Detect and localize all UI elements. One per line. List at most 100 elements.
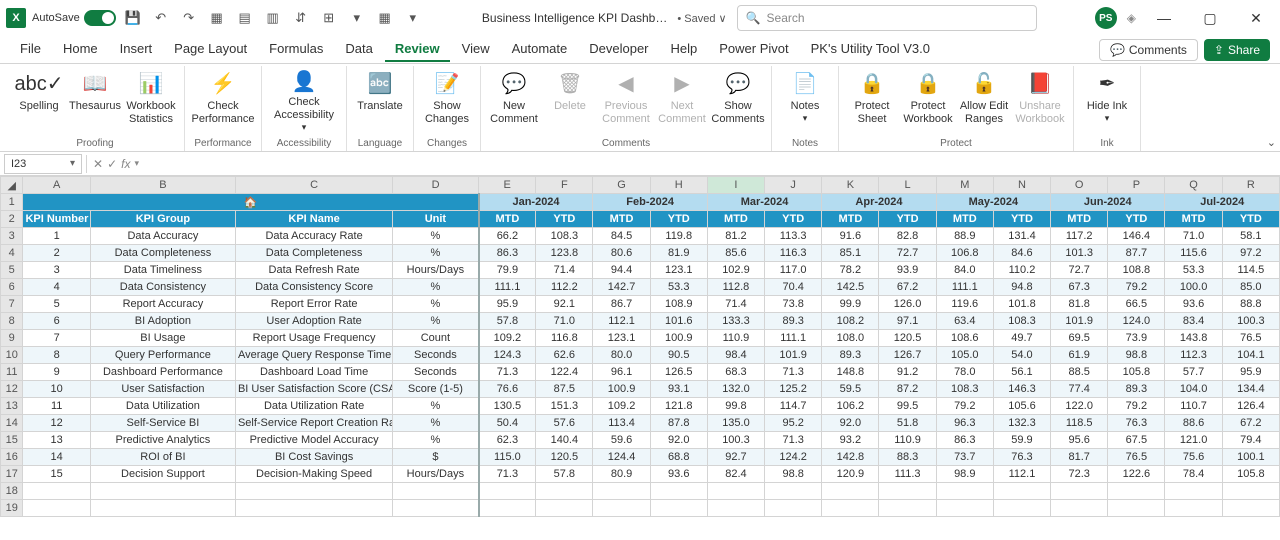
empty-cell[interactable]: [765, 500, 822, 517]
col-header-F[interactable]: F: [536, 177, 593, 194]
worksheet-grid[interactable]: ◢ABCDEFGHIJKLMNOPQR1🏠Jan-2024Feb-2024Mar…: [0, 176, 1280, 540]
data-cell[interactable]: 59.6: [593, 432, 650, 449]
data-cell[interactable]: 132.3: [993, 415, 1050, 432]
kpi-unit-cell[interactable]: Score (1-5): [393, 381, 479, 398]
row-header-5[interactable]: 5: [1, 262, 23, 279]
col-header-L[interactable]: L: [879, 177, 936, 194]
empty-cell[interactable]: [879, 483, 936, 500]
data-cell[interactable]: 53.3: [650, 279, 707, 296]
data-cell[interactable]: 101.9: [765, 347, 822, 364]
row-header-3[interactable]: 3: [1, 228, 23, 245]
data-cell[interactable]: 97.1: [879, 313, 936, 330]
data-cell[interactable]: 134.4: [1222, 381, 1279, 398]
qat-icon-7[interactable]: ▦: [374, 7, 396, 29]
kpi-name-cell[interactable]: Data Utilization Rate: [235, 398, 392, 415]
data-cell[interactable]: 93.2: [822, 432, 879, 449]
data-cell[interactable]: 51.8: [879, 415, 936, 432]
tab-page-layout[interactable]: Page Layout: [164, 37, 257, 62]
data-cell[interactable]: 111.3: [879, 466, 936, 483]
row-header-10[interactable]: 10: [1, 347, 23, 364]
data-cell[interactable]: 88.8: [1222, 296, 1279, 313]
data-cell[interactable]: 108.8: [1108, 262, 1165, 279]
data-cell[interactable]: 54.0: [993, 347, 1050, 364]
data-cell[interactable]: 123.1: [593, 330, 650, 347]
data-cell[interactable]: 76.3: [1108, 415, 1165, 432]
data-cell[interactable]: 94.8: [993, 279, 1050, 296]
data-cell[interactable]: 66.2: [479, 228, 536, 245]
data-cell[interactable]: 111.1: [479, 279, 536, 296]
kpi-group-cell[interactable]: Dashboard Performance: [90, 364, 235, 381]
data-cell[interactable]: 85.0: [1222, 279, 1279, 296]
minimize-button[interactable]: —: [1146, 4, 1182, 32]
data-cell[interactable]: 99.5: [879, 398, 936, 415]
data-cell[interactable]: 101.6: [650, 313, 707, 330]
tab-home[interactable]: Home: [53, 37, 108, 62]
data-cell[interactable]: 114.7: [765, 398, 822, 415]
data-cell[interactable]: 71.3: [765, 432, 822, 449]
redo-icon[interactable]: ↷: [178, 7, 200, 29]
col-header-P[interactable]: P: [1108, 177, 1165, 194]
empty-cell[interactable]: [822, 483, 879, 500]
data-cell[interactable]: 93.6: [650, 466, 707, 483]
col-header-A[interactable]: A: [23, 177, 90, 194]
close-button[interactable]: ✕: [1238, 4, 1274, 32]
thesaurus-button[interactable]: 📖Thesaurus: [68, 68, 122, 134]
show-changes-button[interactable]: 📝Show Changes: [420, 68, 474, 134]
autosave-toggle[interactable]: [84, 10, 116, 26]
empty-cell[interactable]: [593, 500, 650, 517]
kpi-number-cell[interactable]: 15: [23, 466, 90, 483]
empty-cell[interactable]: [993, 500, 1050, 517]
tab-formulas[interactable]: Formulas: [259, 37, 333, 62]
kpi-number-cell[interactable]: 12: [23, 415, 90, 432]
data-cell[interactable]: 88.9: [936, 228, 993, 245]
data-cell[interactable]: 109.2: [479, 330, 536, 347]
data-cell[interactable]: 113.4: [593, 415, 650, 432]
data-cell[interactable]: 88.5: [1051, 364, 1108, 381]
row-header-18[interactable]: 18: [1, 483, 23, 500]
data-cell[interactable]: 62.6: [536, 347, 593, 364]
tab-view[interactable]: View: [452, 37, 500, 62]
empty-cell[interactable]: [822, 500, 879, 517]
row-header-16[interactable]: 16: [1, 449, 23, 466]
empty-cell[interactable]: [536, 500, 593, 517]
data-cell[interactable]: 57.7: [1165, 364, 1222, 381]
data-cell[interactable]: 92.1: [536, 296, 593, 313]
data-cell[interactable]: 108.6: [936, 330, 993, 347]
kpi-name-cell[interactable]: BI User Satisfaction Score (CSAT): [235, 381, 392, 398]
data-cell[interactable]: 71.0: [536, 313, 593, 330]
tab-developer[interactable]: Developer: [579, 37, 658, 62]
data-cell[interactable]: 148.8: [822, 364, 879, 381]
data-cell[interactable]: 66.5: [1108, 296, 1165, 313]
kpi-group-cell[interactable]: Report Accuracy: [90, 296, 235, 313]
data-cell[interactable]: 59.5: [822, 381, 879, 398]
data-cell[interactable]: 79.9: [479, 262, 536, 279]
data-cell[interactable]: 104.1: [1222, 347, 1279, 364]
kpi-group-cell[interactable]: Data Utilization: [90, 398, 235, 415]
data-cell[interactable]: 71.4: [707, 296, 764, 313]
kpi-unit-cell[interactable]: Hours/Days: [393, 466, 479, 483]
col-header-R[interactable]: R: [1222, 177, 1279, 194]
kpi-number-cell[interactable]: 14: [23, 449, 90, 466]
kpi-unit-cell[interactable]: Hours/Days: [393, 262, 479, 279]
kpi-number-cell[interactable]: 10: [23, 381, 90, 398]
data-cell[interactable]: 77.4: [1051, 381, 1108, 398]
row-header-9[interactable]: 9: [1, 330, 23, 347]
data-cell[interactable]: 87.5: [536, 381, 593, 398]
data-cell[interactable]: 96.1: [593, 364, 650, 381]
data-cell[interactable]: 82.4: [707, 466, 764, 483]
col-header-G[interactable]: G: [593, 177, 650, 194]
data-cell[interactable]: 79.2: [1108, 398, 1165, 415]
empty-cell[interactable]: [90, 483, 235, 500]
kpi-unit-cell[interactable]: %: [393, 398, 479, 415]
data-cell[interactable]: 123.8: [536, 245, 593, 262]
kpi-group-cell[interactable]: BI Usage: [90, 330, 235, 347]
data-cell[interactable]: 80.0: [593, 347, 650, 364]
data-cell[interactable]: 124.3: [479, 347, 536, 364]
data-cell[interactable]: 81.8: [1051, 296, 1108, 313]
empty-cell[interactable]: [707, 483, 764, 500]
empty-cell[interactable]: [765, 483, 822, 500]
kpi-unit-cell[interactable]: $: [393, 449, 479, 466]
protect-sheet-button[interactable]: 🔒Protect Sheet: [845, 68, 899, 134]
kpi-name-cell[interactable]: Data Completeness: [235, 245, 392, 262]
empty-cell[interactable]: [479, 500, 536, 517]
